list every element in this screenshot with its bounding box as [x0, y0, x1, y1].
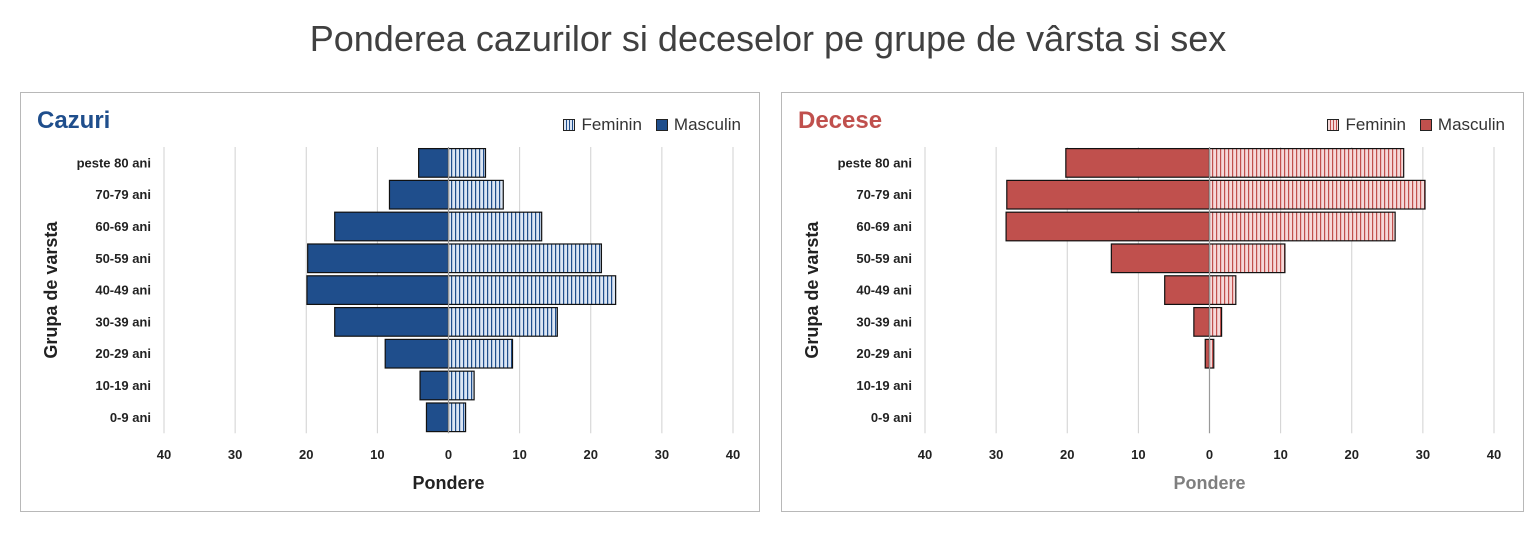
chart-title: Decese [798, 107, 883, 134]
bar-masculin [1164, 275, 1211, 306]
x-axis-title: Pondere [412, 473, 484, 493]
bar-feminin [447, 306, 558, 337]
x-tick-label: 20 [299, 447, 313, 462]
y-axis-title: Grupa de varsta [802, 221, 822, 359]
bar-feminin [447, 402, 467, 433]
bar-masculin [1193, 306, 1211, 337]
bar-feminin [1208, 179, 1426, 210]
y-tick-label: 70-79 ani [95, 187, 151, 202]
y-tick-label: 20-29 ani [95, 346, 151, 361]
y-tick-label: 30-39 ani [95, 314, 151, 329]
bar-feminin [447, 179, 504, 210]
bar-masculin [1110, 243, 1211, 274]
legend-label-masculin: Masculin [673, 115, 741, 134]
legend-swatch-feminin [1327, 119, 1340, 131]
cases-chart-plot: peste 80 ani 70-79 ani 60-69 ani 50-59 ani 4… [41, 147, 740, 493]
bar-masculin [306, 275, 450, 306]
legend-label-masculin: Masculin [1437, 115, 1505, 134]
bar-masculin [388, 179, 450, 210]
bar-masculin [334, 211, 450, 242]
y-tick-label: 50-59 ani [95, 251, 151, 266]
y-tick-label: 20-29 ani [856, 346, 912, 361]
x-axis-title: Pondere [1173, 473, 1245, 493]
bar-feminin [447, 275, 617, 306]
x-tick-label: 10 [1273, 447, 1287, 462]
x-tick-label: 10 [370, 447, 384, 462]
bar-masculin [1204, 338, 1211, 369]
y-tick-label: 70-79 ani [856, 187, 912, 202]
bar-feminin [1208, 147, 1405, 178]
y-tick-label: 30-39 ani [856, 314, 912, 329]
y-tick-label: 10-19 ani [856, 378, 912, 393]
bar-feminin [1208, 275, 1237, 306]
legend-label-feminin: Feminin [581, 115, 642, 134]
x-tick-label: 20 [584, 447, 598, 462]
x-tick-label: 30 [655, 447, 669, 462]
deaths-chart-panel: Decese Feminin Masculin peste 80 ani 70-7… [781, 92, 1524, 512]
bar-feminin [447, 243, 603, 274]
y-tick-label: 0-9 ani [871, 410, 912, 425]
gridlines [163, 147, 734, 434]
x-tick-label: 20 [1345, 447, 1359, 462]
bar-feminin [447, 338, 514, 369]
legend-swatch-masculin [655, 119, 668, 131]
chart-legend: Feminin Masculin [1327, 115, 1513, 135]
x-tick-label: 40 [1487, 447, 1501, 462]
x-tick-label: 40 [918, 447, 932, 462]
bar-masculin [425, 402, 450, 433]
bar-masculin [334, 306, 450, 337]
x-tick-label: 0 [1206, 447, 1213, 462]
legend-label-feminin: Feminin [1345, 115, 1406, 134]
deaths-chart-plot: peste 80 ani 70-79 ani 60-69 ani 50-59 ani 4… [802, 147, 1501, 493]
legend-swatch-feminin [563, 119, 576, 131]
page-title: Ponderea cazurilor si deceselor pe grupe… [309, 18, 1227, 59]
bar-masculin [419, 370, 450, 401]
bar-masculin [1005, 211, 1211, 242]
legend-swatch-masculin [1419, 119, 1432, 131]
bar-feminin [447, 211, 543, 242]
x-tick-label: 30 [989, 447, 1003, 462]
y-axis-title: Grupa de varsta [41, 221, 61, 359]
bar-masculin [384, 338, 450, 369]
y-tick-label: 40-49 ani [95, 283, 151, 298]
bar-feminin [447, 370, 475, 401]
y-tick-label: 40-49 ani [856, 283, 912, 298]
bar-feminin [1208, 338, 1215, 369]
x-tick-label: 20 [1060, 447, 1074, 462]
chart-legend: Feminin Masculin [563, 115, 749, 135]
y-tick-label: 50-59 ani [856, 251, 912, 266]
x-tick-label: 30 [228, 447, 242, 462]
y-tick-label: 60-69 ani [95, 219, 151, 234]
y-tick-label: peste 80 ani [838, 155, 912, 170]
bar-masculin [418, 147, 450, 178]
x-tick-label: 10 [1131, 447, 1145, 462]
bar-feminin [1208, 306, 1223, 337]
bar-masculin [1006, 179, 1211, 210]
y-tick-label: 0-9 ani [110, 410, 151, 425]
y-tick-label: 60-69 ani [856, 219, 912, 234]
chart-title: Cazuri [37, 107, 111, 134]
bar-feminin [447, 147, 487, 178]
bar-masculin [1065, 147, 1211, 178]
cases-chart-panel: Cazuri Feminin Masculin peste 80 ani 70-7… [20, 92, 760, 512]
bar-feminin [1208, 211, 1396, 242]
bar-masculin [307, 243, 450, 274]
y-tick-label: 10-19 ani [95, 378, 151, 393]
y-tick-label: peste 80 ani [77, 155, 151, 170]
x-tick-label: 30 [1416, 447, 1430, 462]
x-tick-label: 40 [157, 447, 171, 462]
x-tick-label: 0 [445, 447, 452, 462]
x-tick-label: 40 [726, 447, 740, 462]
bar-feminin [1208, 243, 1286, 274]
x-tick-label: 10 [512, 447, 526, 462]
